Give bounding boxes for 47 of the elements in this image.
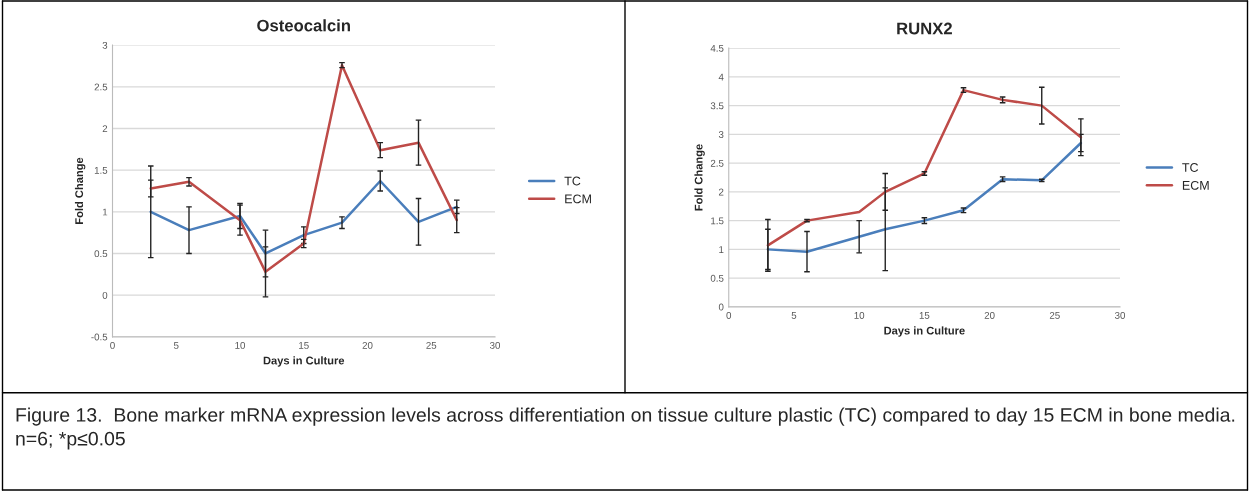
y-tick-label: 0 bbox=[102, 291, 108, 299]
chart-title: Osteocalcin bbox=[257, 19, 350, 32]
legend-label: ECM bbox=[1182, 180, 1209, 190]
x-tick-label: 25 bbox=[1049, 311, 1060, 319]
y-tick-label: 4 bbox=[718, 73, 724, 81]
x-tick-label: 0 bbox=[110, 341, 115, 349]
y-tick-label: 0.5 bbox=[94, 250, 108, 258]
y-tick-label: 2.5 bbox=[94, 83, 108, 91]
line-series bbox=[149, 63, 458, 274]
chart-title: RUNX2 bbox=[897, 22, 952, 35]
legend-label: ECM bbox=[565, 194, 591, 204]
y-tick-label: 2.5 bbox=[710, 159, 724, 167]
legend-label: TC bbox=[564, 176, 581, 186]
x-tick-label: 30 bbox=[489, 341, 501, 349]
x-tick-label: 5 bbox=[173, 342, 179, 349]
x-tick-label: 20 bbox=[362, 341, 373, 349]
x-axis-title: Days in Culture bbox=[263, 356, 345, 367]
y-tick-label: 1 bbox=[102, 208, 108, 216]
x-tick-label: 5 bbox=[791, 312, 797, 319]
x-tick-label: 10 bbox=[235, 341, 246, 349]
x-tick-label: 20 bbox=[984, 311, 995, 319]
line-series bbox=[766, 141, 1083, 253]
x-tick-label: 30 bbox=[1114, 311, 1126, 319]
y-tick-label: 1 bbox=[719, 246, 724, 253]
y-tick-label: 0 bbox=[718, 303, 724, 311]
y-tick-label: 3.5 bbox=[710, 102, 724, 110]
legend-label: TC bbox=[1182, 163, 1199, 172]
x-tick-label: 15 bbox=[299, 342, 309, 349]
y-tick-label: 0.5 bbox=[710, 274, 724, 282]
y-tick-label: 1.5 bbox=[711, 217, 724, 225]
x-tick-label: 10 bbox=[854, 311, 865, 319]
y-tick-label: 3 bbox=[102, 41, 108, 49]
y-tick-label: 1.5 bbox=[94, 167, 108, 174]
y-axis-title: Fold Change bbox=[74, 157, 86, 224]
y-tick-label: 2 bbox=[718, 188, 724, 196]
x-tick-label: 25 bbox=[426, 341, 437, 349]
x-axis-title: Days in Culture bbox=[884, 326, 965, 337]
y-tick-label: 4.5 bbox=[710, 44, 724, 52]
y-tick-label: 2 bbox=[102, 125, 108, 133]
y-tick-label: 3 bbox=[718, 131, 724, 138]
x-tick-label: 0 bbox=[726, 311, 732, 319]
caption: Figure 13. Bone marker mRNA expression levels across differentiation on tissue culture plastic (TC) compared to day 15 ECM in bone media. n=6; *p≤0.05 bbox=[16, 407, 1235, 450]
y-tick-label: -0.5 bbox=[91, 333, 108, 341]
x-tick-label: 15 bbox=[919, 312, 930, 319]
line-series bbox=[766, 88, 1083, 247]
y-axis-title: Fold Change bbox=[694, 144, 705, 211]
line-series bbox=[149, 179, 458, 255]
